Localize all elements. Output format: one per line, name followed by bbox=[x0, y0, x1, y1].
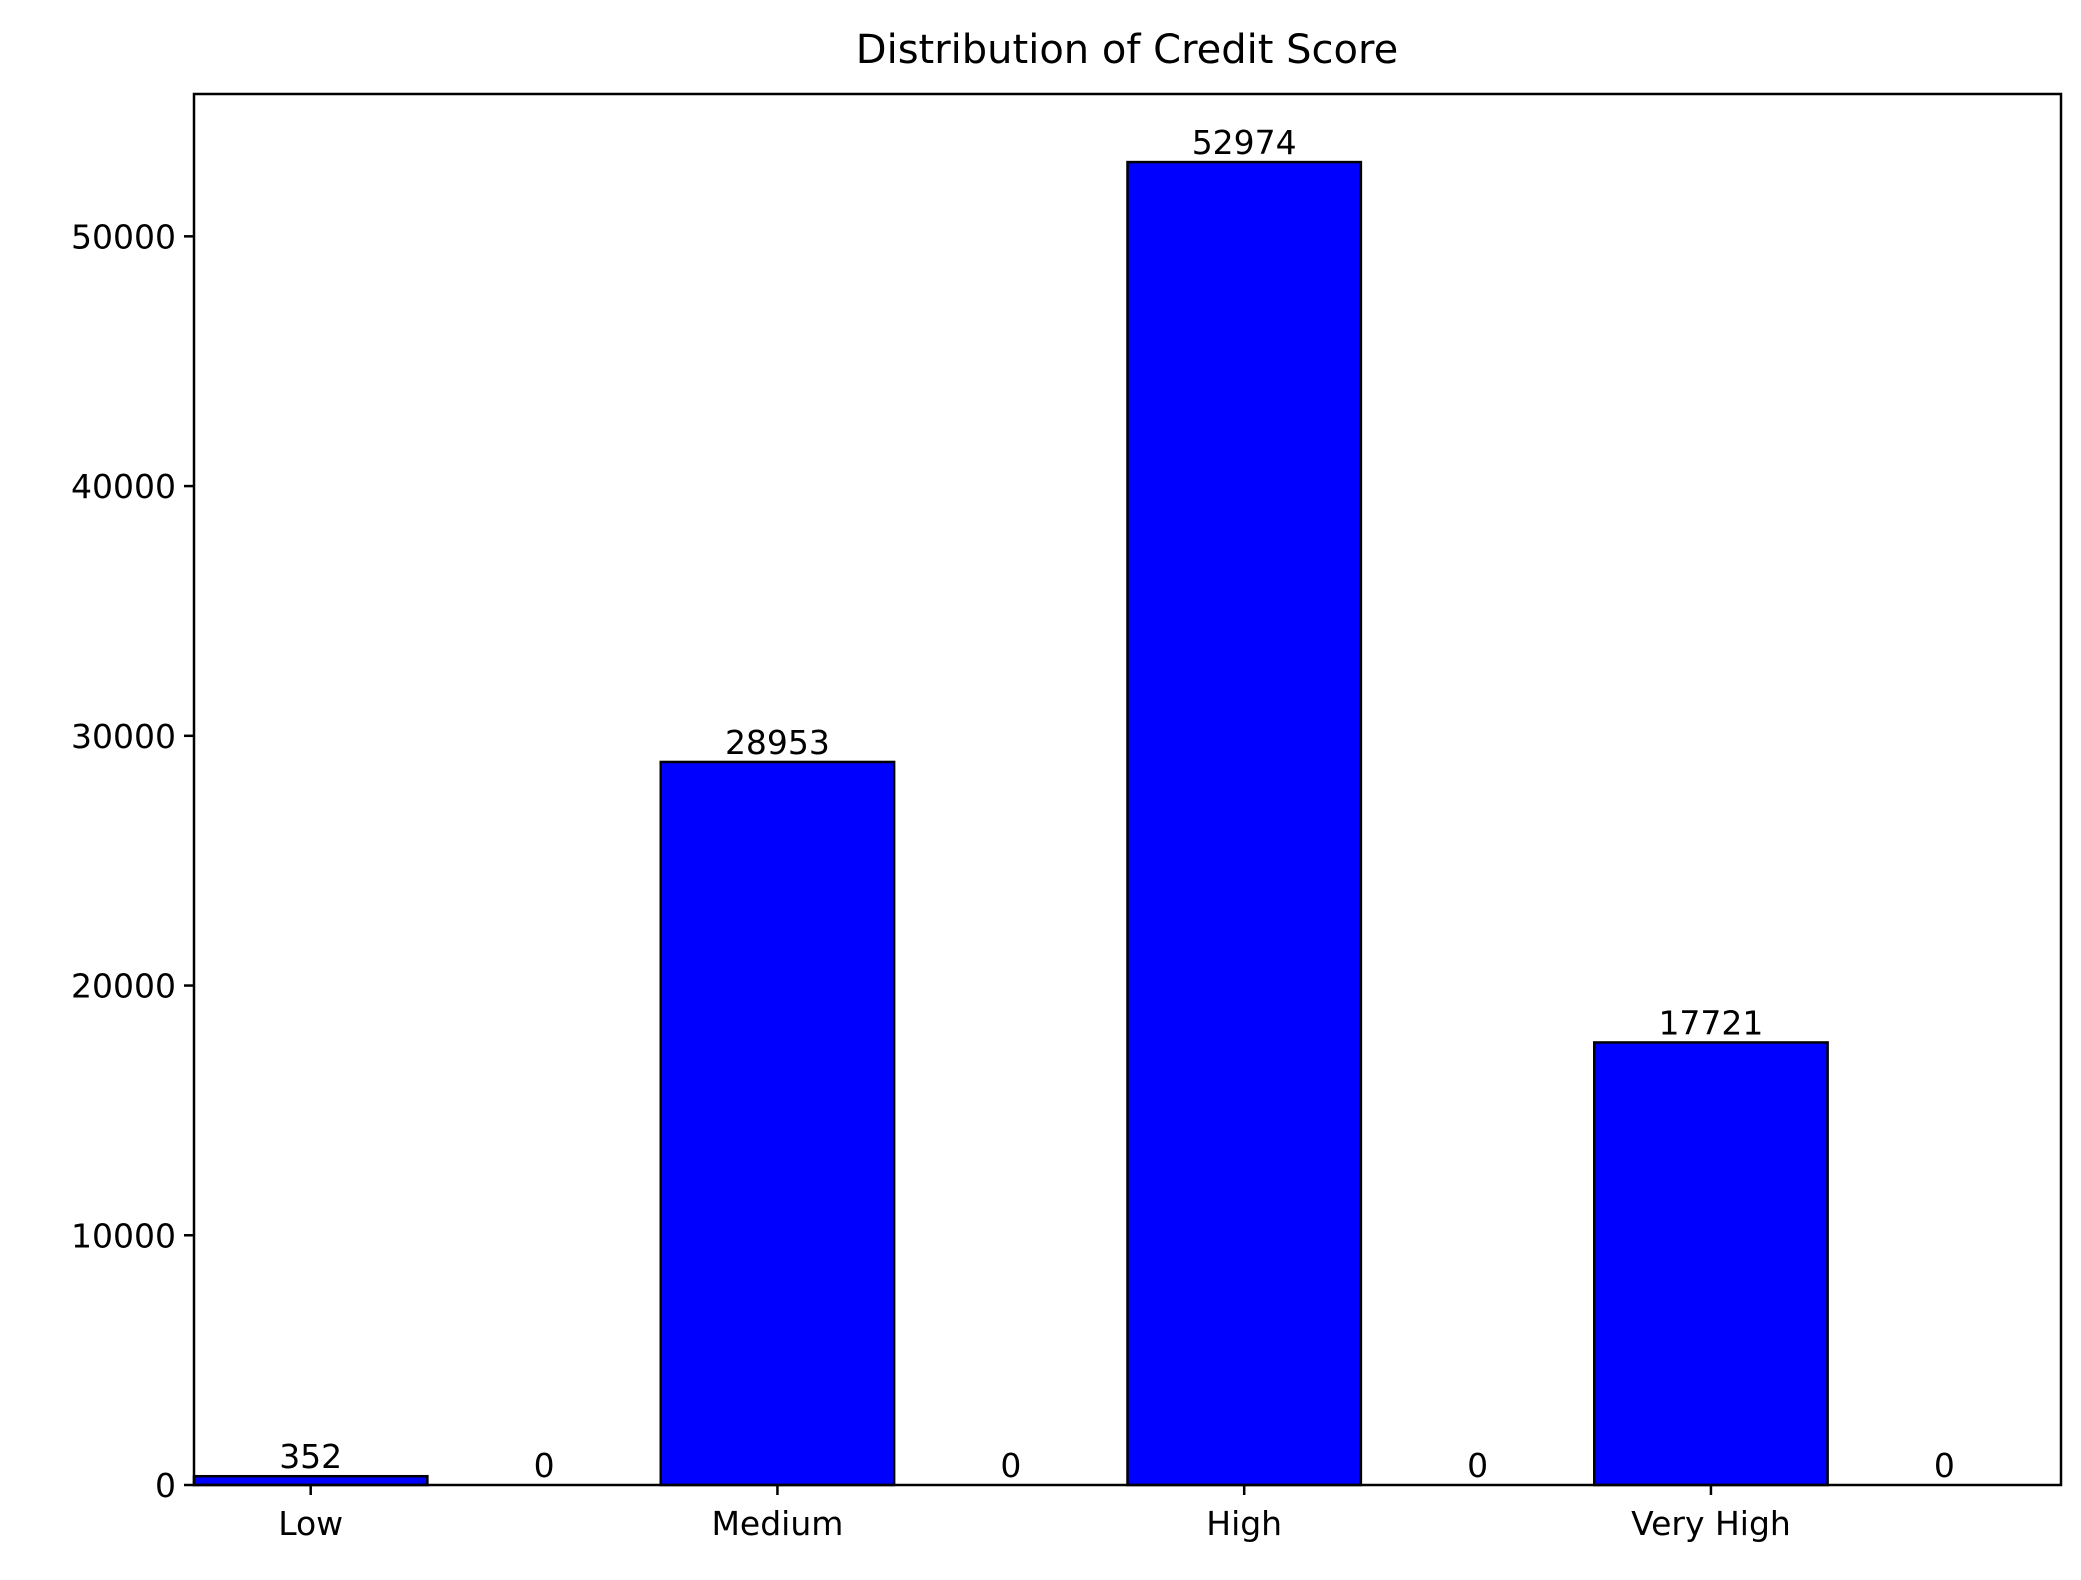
bar-value-label: 28953 bbox=[725, 723, 830, 762]
y-tick-label: 0 bbox=[155, 1466, 176, 1505]
x-tick-label: High bbox=[1206, 1504, 1282, 1543]
bar-value-label: 0 bbox=[534, 1446, 555, 1485]
bar-value-label: 0 bbox=[1934, 1446, 1955, 1485]
bar-value-label: 0 bbox=[1467, 1446, 1488, 1485]
data-labels-layer: 352 0 28953 0 52974 0 17721 0 bbox=[279, 123, 1955, 1485]
bar bbox=[192, 1474, 429, 1487]
bar-value-label: 0 bbox=[1000, 1446, 1021, 1485]
x-tick-label: Low bbox=[278, 1504, 343, 1543]
y-tick-label: 10000 bbox=[71, 1216, 176, 1255]
bar-value-label: 17721 bbox=[1658, 1003, 1763, 1042]
bar-value-label: 52974 bbox=[1192, 123, 1297, 162]
y-tick-label: 20000 bbox=[71, 967, 176, 1006]
bars-layer bbox=[192, 160, 1829, 1487]
bar-value-label: 352 bbox=[279, 1437, 342, 1476]
y-axis: 0 10000 20000 30000 40000 50000 bbox=[71, 217, 194, 1505]
bar bbox=[659, 760, 896, 1487]
y-tick-label: 40000 bbox=[71, 467, 176, 506]
x-axis: Low Medium High Very High bbox=[278, 1485, 1791, 1543]
bar bbox=[1126, 160, 1363, 1487]
y-tick-label: 50000 bbox=[71, 217, 176, 256]
bar bbox=[1593, 1041, 1829, 1487]
y-tick-label: 30000 bbox=[71, 717, 176, 756]
chart-title: Distribution of Credit Score bbox=[856, 27, 1398, 73]
x-tick-label: Medium bbox=[711, 1504, 843, 1543]
plot-frame bbox=[192, 92, 2063, 1487]
x-tick-label: Very High bbox=[1631, 1504, 1791, 1543]
